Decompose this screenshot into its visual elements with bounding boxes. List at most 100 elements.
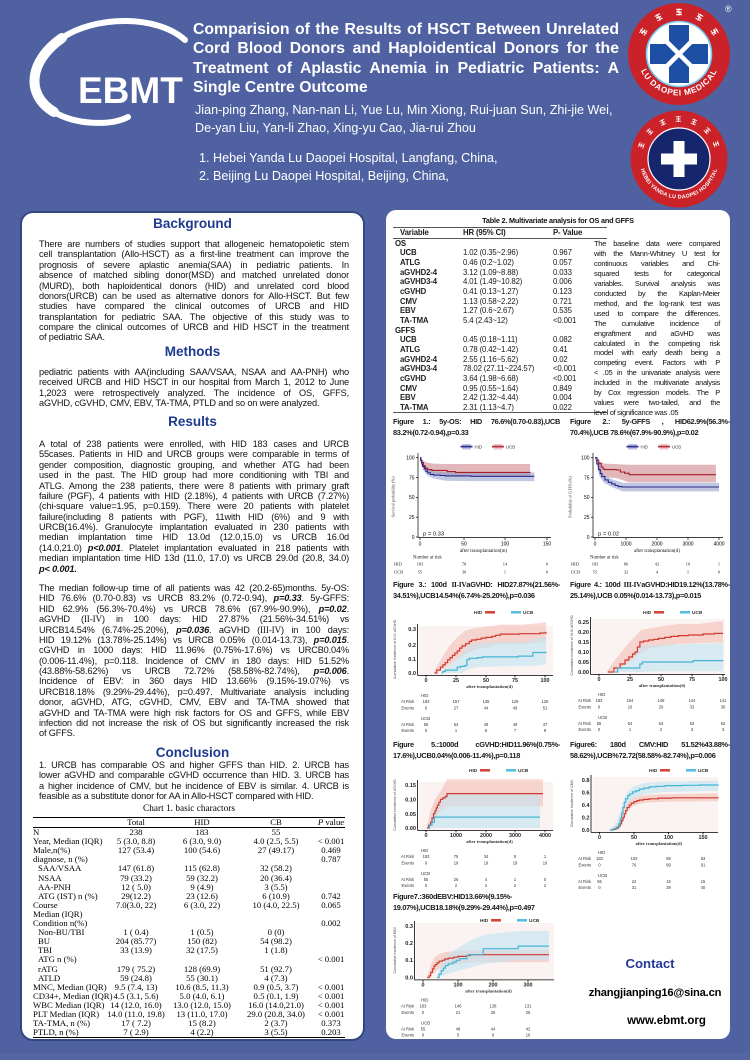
svg-text:15: 15 (701, 879, 706, 884)
svg-text:1: 1 (687, 570, 689, 575)
svg-text:0.10: 0.10 (405, 798, 416, 804)
svg-text:150: 150 (543, 542, 552, 548)
svg-text:Events: Events (578, 885, 591, 890)
svg-text:3000: 3000 (509, 833, 521, 839)
svg-text:0: 0 (419, 542, 422, 548)
svg-text:2: 2 (514, 883, 517, 888)
svg-text:2: 2 (544, 883, 547, 888)
svg-text:19: 19 (513, 860, 518, 865)
svg-text:HID: HID (474, 610, 483, 616)
svg-text:0: 0 (718, 570, 721, 575)
svg-text:1000: 1000 (450, 833, 462, 839)
svg-text:47: 47 (543, 722, 548, 727)
svg-text:HID: HID (394, 562, 402, 567)
svg-text:1: 1 (544, 854, 547, 859)
svg-text:183: 183 (423, 854, 431, 859)
svg-text:UCB: UCB (672, 444, 681, 449)
svg-text:39: 39 (666, 885, 671, 890)
svg-text:HID: HID (469, 768, 478, 774)
svg-text:UCB: UCB (598, 715, 607, 720)
svg-text:25: 25 (526, 1010, 531, 1015)
svg-text:0: 0 (425, 833, 428, 839)
svg-text:183: 183 (423, 699, 431, 704)
svg-text:0.00: 0.00 (578, 670, 589, 676)
svg-text:2000: 2000 (651, 542, 662, 548)
svg-text:0.0: 0.0 (405, 976, 413, 982)
svg-text:183: 183 (596, 698, 604, 703)
svg-text:0: 0 (598, 704, 601, 709)
svg-text:EBMT: EBMT (78, 70, 183, 111)
svg-text:7: 7 (514, 728, 517, 733)
svg-text:Events: Events (401, 1010, 414, 1015)
svg-text:75: 75 (512, 678, 518, 684)
svg-text:0.00: 0.00 (405, 826, 416, 832)
svg-text:0: 0 (412, 535, 415, 541)
svg-text:UCB: UCB (421, 1020, 430, 1025)
svg-text:after transplantation(d): after transplantation(d) (466, 839, 513, 844)
svg-text:141: 141 (720, 698, 728, 703)
svg-text:At Risk: At Risk (578, 879, 592, 884)
svg-text:At Risk: At Risk (401, 877, 415, 882)
svg-text:100: 100 (719, 677, 728, 683)
svg-text:54: 54 (454, 722, 459, 727)
svg-text:0.2: 0.2 (405, 941, 413, 947)
svg-text:25: 25 (627, 677, 633, 683)
svg-text:0.0: 0.0 (582, 828, 590, 834)
svg-text:2: 2 (660, 727, 663, 732)
svg-text:49: 49 (484, 722, 489, 727)
svg-text:27: 27 (454, 705, 459, 710)
svg-text:135: 135 (483, 699, 491, 704)
svg-text:0.4: 0.4 (582, 803, 591, 809)
svg-text:44: 44 (491, 1027, 496, 1032)
svg-text:0: 0 (546, 570, 549, 575)
svg-text:149: 149 (658, 698, 666, 703)
svg-text:Events: Events (401, 860, 414, 865)
svg-text:55: 55 (424, 877, 429, 882)
svg-text:50: 50 (409, 495, 415, 501)
svg-text:Events: Events (401, 1033, 414, 1038)
svg-text:42: 42 (526, 1027, 531, 1032)
svg-text:86: 86 (624, 562, 629, 567)
svg-text:HID: HID (649, 768, 658, 774)
svg-text:25: 25 (453, 678, 459, 684)
svg-text:200: 200 (489, 983, 498, 989)
svg-text:after transplantation(d): after transplantation(d) (636, 841, 683, 846)
svg-text:0: 0 (598, 885, 601, 890)
svg-text:131: 131 (525, 1004, 533, 1009)
svg-text:HID: HID (598, 850, 605, 855)
svg-text:UCB: UCB (421, 716, 430, 721)
svg-text:UCB: UCB (529, 918, 540, 924)
svg-text:0.6: 0.6 (582, 791, 590, 797)
svg-text:100: 100 (581, 456, 590, 462)
svg-text:55: 55 (597, 879, 602, 884)
svg-text:55: 55 (424, 722, 429, 727)
svg-text:UCB: UCB (394, 570, 403, 575)
svg-text:51: 51 (543, 705, 548, 710)
svg-text:HID: HID (421, 848, 428, 853)
svg-text:At Risk: At Risk (401, 722, 415, 727)
svg-text:®: ® (725, 4, 732, 14)
svg-text:0: 0 (422, 1033, 425, 1038)
svg-text:0: 0 (425, 678, 428, 684)
svg-text:Survival probability (%): Survival probability (%) (391, 476, 396, 518)
svg-text:0: 0 (598, 727, 601, 732)
svg-text:31: 31 (632, 885, 637, 890)
svg-text:p = 0.33: p = 0.33 (423, 532, 444, 538)
svg-text:after transplantation(d): after transplantation(d) (639, 683, 686, 688)
svg-text:Probability of GFFS (%): Probability of GFFS (%) (568, 476, 573, 518)
svg-text:19: 19 (484, 860, 489, 865)
svg-text:1: 1 (455, 728, 458, 733)
svg-text:p = 0.02: p = 0.02 (598, 532, 619, 538)
svg-text:150: 150 (699, 835, 708, 841)
svg-text:126: 126 (542, 699, 550, 704)
svg-text:0: 0 (587, 535, 590, 541)
svg-text:HID: HID (480, 918, 489, 924)
svg-text:100: 100 (664, 835, 673, 841)
svg-text:29: 29 (659, 704, 664, 709)
svg-text:Events: Events (578, 727, 591, 732)
svg-text:100: 100 (454, 983, 463, 989)
svg-text:2000: 2000 (480, 833, 492, 839)
svg-text:Events: Events (578, 704, 591, 709)
svg-text:8: 8 (544, 728, 547, 733)
svg-text:183: 183 (592, 562, 599, 567)
